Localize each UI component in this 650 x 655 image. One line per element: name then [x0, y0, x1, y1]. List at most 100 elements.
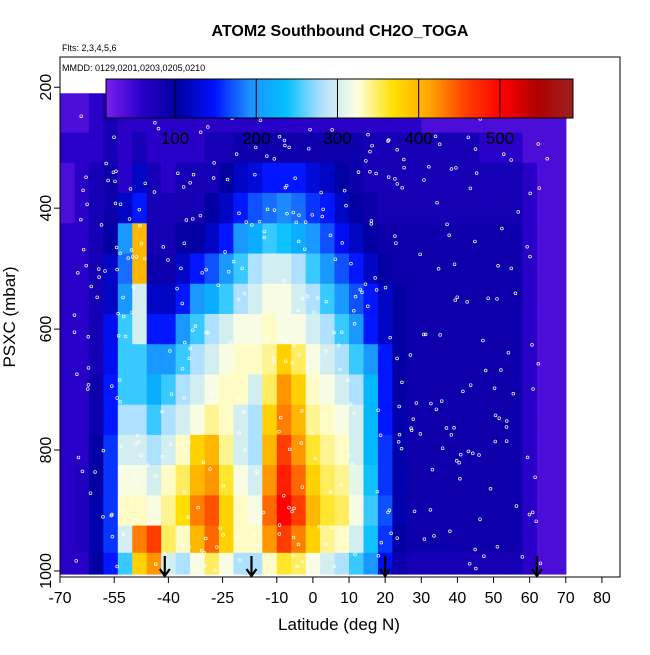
- sample-point: [139, 241, 144, 246]
- sample-point: [324, 299, 329, 304]
- heatmap-cell: [146, 313, 162, 345]
- chart-title: ATOM2 Southbound CH2O_TOGA: [212, 23, 469, 40]
- heatmap-cell: [88, 434, 104, 466]
- heatmap-cell: [536, 223, 552, 255]
- sample-point: [374, 288, 379, 292]
- sample-point: [328, 233, 333, 238]
- heatmap-cell: [421, 465, 437, 496]
- heatmap-cell: [349, 374, 365, 406]
- heatmap-cell: [450, 253, 466, 285]
- sample-point: [422, 178, 426, 182]
- sample-point: [255, 469, 259, 474]
- sample-point: [395, 182, 400, 186]
- sample-point: [291, 553, 295, 558]
- heatmap-cell: [450, 132, 466, 164]
- heatmap-cell: [276, 404, 292, 436]
- heatmap-cell: [305, 525, 321, 554]
- sample-point: [202, 550, 206, 555]
- sample-point: [129, 497, 134, 501]
- heatmap-cell: [204, 465, 220, 496]
- sample-point: [324, 349, 328, 353]
- heatmap-cell: [262, 193, 278, 224]
- heatmap-cell: [450, 465, 466, 496]
- heatmap-cell: [233, 283, 249, 315]
- heatmap-cell: [551, 162, 567, 194]
- heatmap-cell: [522, 374, 538, 406]
- heatmap-cell: [291, 495, 307, 527]
- heatmap-cell: [60, 525, 76, 554]
- heatmap-cell: [247, 344, 263, 376]
- heatmap-cell: [450, 193, 466, 224]
- sample-point: [252, 533, 257, 537]
- heatmap-cell: [450, 162, 466, 194]
- heatmap-cell: [74, 525, 90, 554]
- sample-point: [307, 146, 311, 151]
- sample-point: [130, 255, 135, 259]
- colorbar-tick-label: 300: [323, 129, 351, 148]
- sample-point: [378, 433, 383, 438]
- sample-point: [225, 177, 230, 182]
- flight-arrow: [158, 556, 171, 578]
- heatmap-cell: [262, 132, 278, 164]
- heatmap-cell: [508, 193, 524, 224]
- x-tick-label: -40: [157, 590, 180, 607]
- sample-point: [527, 512, 532, 517]
- sample-point: [482, 554, 486, 558]
- heatmap-cell: [377, 162, 393, 194]
- heatmap-cell: [522, 223, 538, 255]
- heatmap-cell: [421, 495, 437, 527]
- sample-point: [296, 542, 301, 547]
- sample-point: [297, 213, 301, 218]
- heatmap-cell: [406, 525, 422, 554]
- sample-point: [116, 311, 120, 316]
- sample-point: [287, 505, 291, 510]
- heatmap-cell: [175, 223, 191, 255]
- sample-point: [400, 380, 404, 385]
- colorbar-tick-label: 100: [161, 129, 189, 148]
- sample-point: [262, 235, 266, 240]
- sample-point: [409, 428, 414, 432]
- sample-point: [422, 537, 427, 541]
- heatmap-cell: [276, 434, 292, 466]
- heatmap-cell: [334, 313, 350, 345]
- heatmap-cell: [146, 404, 162, 436]
- sample-point: [161, 245, 166, 249]
- heatmap-cell: [392, 374, 408, 406]
- heatmap-cell: [392, 495, 408, 527]
- heatmap-cell: [305, 253, 321, 285]
- heatmap-cell: [464, 253, 480, 285]
- heatmap-cell: [435, 434, 451, 466]
- sample-point: [156, 126, 161, 131]
- sample-point: [86, 366, 91, 370]
- sample-point: [511, 391, 516, 396]
- heatmap-cell: [406, 344, 422, 376]
- heatmap-cell: [175, 132, 191, 164]
- sample-point: [330, 128, 334, 132]
- heatmap-cell: [334, 552, 350, 575]
- heatmap-cell: [204, 283, 220, 315]
- heatmap-cell: [204, 223, 220, 255]
- heatmap-cell: [204, 434, 220, 466]
- heatmap-cell: [88, 132, 104, 164]
- heatmap-cell: [522, 313, 538, 345]
- heatmap-cell: [161, 313, 177, 345]
- heatmap-cell: [161, 525, 177, 554]
- sample-point: [478, 517, 482, 521]
- sample-point: [339, 330, 344, 334]
- heatmap-cell: [60, 434, 76, 466]
- heatmap-cell: [406, 283, 422, 315]
- heatmap-cell: [247, 404, 263, 436]
- heatmap-cell: [508, 283, 524, 315]
- sample-point: [429, 401, 433, 406]
- sample-point: [409, 426, 413, 430]
- heatmap-cell: [233, 404, 249, 436]
- heatmap-cell: [536, 374, 552, 406]
- heatmap-cell: [262, 404, 278, 436]
- heatmap-cell: [74, 253, 90, 285]
- sample-point: [434, 407, 439, 412]
- heatmap-cell: [479, 344, 495, 376]
- heatmap-cell: [450, 313, 466, 345]
- heatmap-cell: [291, 344, 307, 376]
- heatmap-cell: [536, 162, 552, 194]
- heatmap-cell: [349, 465, 365, 496]
